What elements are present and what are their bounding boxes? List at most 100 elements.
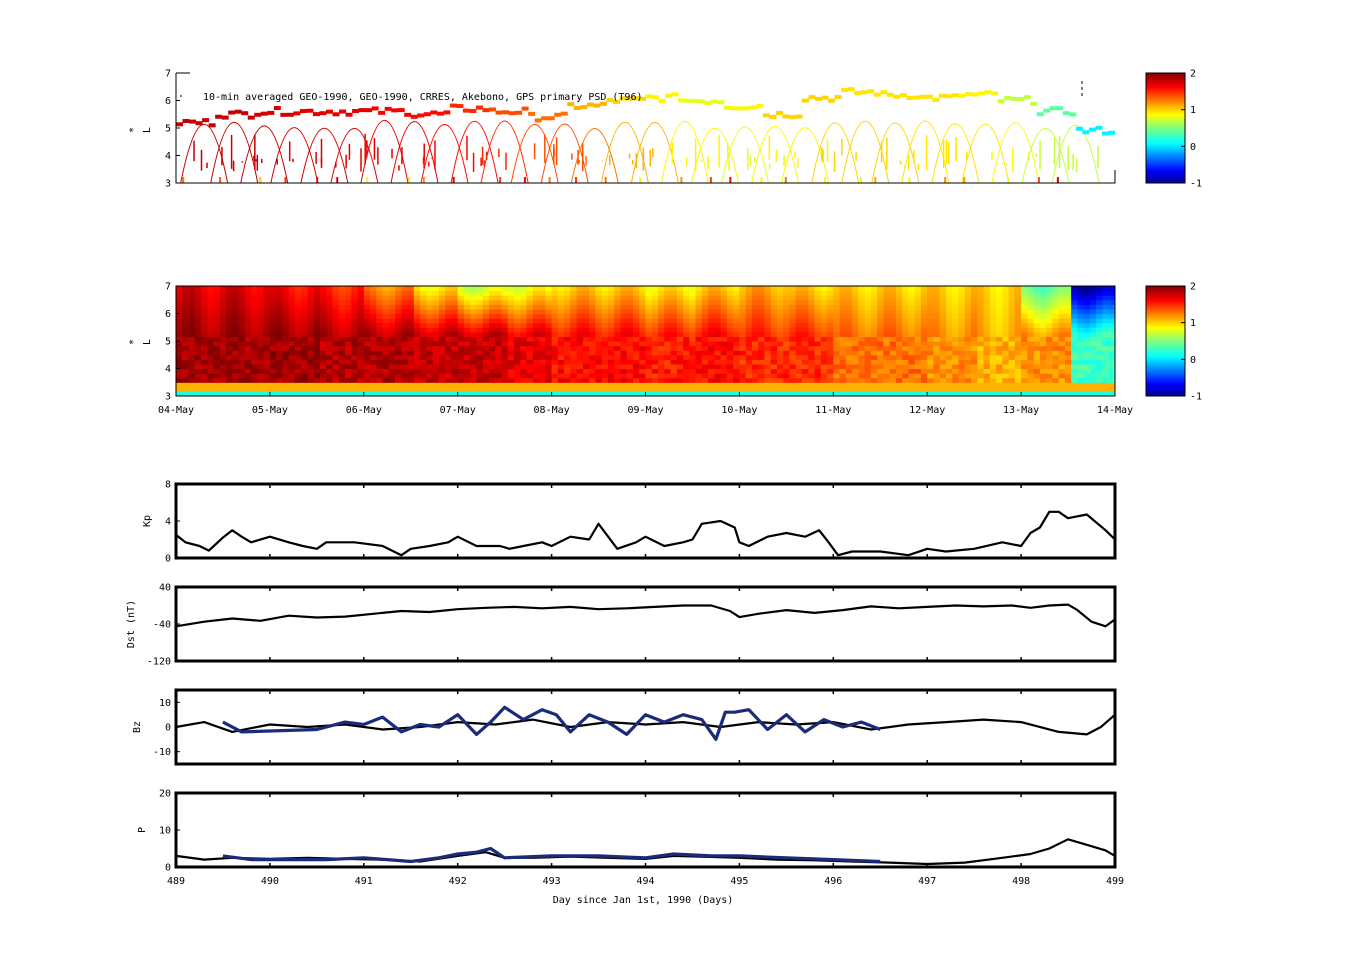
heatmap-cell bbox=[664, 331, 672, 338]
heatmap-cell bbox=[852, 304, 859, 310]
heatmap-cell bbox=[626, 377, 634, 383]
heatmap-cell bbox=[808, 331, 816, 338]
heatmap-cell bbox=[870, 382, 878, 388]
heatmap-cell bbox=[914, 359, 922, 365]
heatmap-cell bbox=[532, 377, 540, 383]
heatmap-cell bbox=[557, 382, 565, 388]
heatmap-cell bbox=[463, 327, 471, 333]
heatmap-cell bbox=[1014, 299, 1022, 305]
heatmap-cell bbox=[1064, 373, 1072, 379]
heatmap-cell bbox=[407, 295, 415, 301]
heatmap-cell bbox=[1021, 363, 1028, 370]
heatmap-cell bbox=[188, 363, 196, 370]
heatmap-cell bbox=[651, 308, 659, 315]
heatmap-cell bbox=[294, 350, 302, 356]
geo-track-segment bbox=[841, 87, 849, 92]
heatmap-cell bbox=[589, 368, 597, 374]
heatmap-cell bbox=[902, 373, 910, 379]
heatmap-cell bbox=[651, 363, 659, 370]
heatmap-cell bbox=[307, 341, 315, 347]
heatmap-cell bbox=[351, 373, 359, 379]
heatmap-cell bbox=[407, 286, 415, 292]
heatmap-cell bbox=[607, 377, 615, 383]
heatmap-cell bbox=[219, 322, 227, 328]
heatmap-cell bbox=[345, 391, 352, 396]
geo-track-segment bbox=[241, 111, 249, 116]
heatmap-cell bbox=[1096, 290, 1104, 296]
heatmap-cell bbox=[751, 341, 759, 347]
heatmap-cell bbox=[814, 299, 822, 305]
heatmap-cell bbox=[564, 382, 571, 388]
heatmap-cell bbox=[883, 359, 891, 365]
psd-sample-low bbox=[963, 177, 966, 183]
heatmap-cell bbox=[564, 327, 571, 333]
heatmap-cell bbox=[1008, 295, 1016, 301]
heatmap-cell bbox=[276, 382, 284, 388]
heatmap-cell bbox=[1071, 382, 1079, 388]
heatmap-cell bbox=[319, 386, 327, 393]
heatmap-cell bbox=[263, 354, 271, 360]
heatmap-cell bbox=[601, 382, 609, 388]
heatmap-cell bbox=[1052, 313, 1060, 319]
heatmap-cell bbox=[526, 336, 534, 342]
heatmap-cell bbox=[996, 313, 1003, 319]
heatmap-cell bbox=[313, 345, 321, 351]
heatmap-cell bbox=[689, 359, 697, 365]
heatmap-cell bbox=[964, 290, 972, 296]
heatmap-cell bbox=[614, 290, 622, 296]
heatmap-cell bbox=[1002, 327, 1010, 333]
heatmap-cell bbox=[833, 313, 841, 319]
heatmap-cell bbox=[539, 299, 546, 305]
heatmap-cell bbox=[319, 286, 327, 292]
heatmap-cell bbox=[1077, 299, 1085, 305]
heatmap-cell bbox=[996, 290, 1003, 296]
heatmap-cell bbox=[426, 308, 434, 315]
heatmap-cell bbox=[445, 290, 453, 296]
heatmap-cell bbox=[595, 327, 603, 333]
heatmap-cell bbox=[589, 373, 597, 379]
heatmap-cell bbox=[194, 368, 202, 374]
heatmap-cell bbox=[933, 286, 941, 292]
heatmap-cell bbox=[726, 382, 734, 388]
heatmap-cell bbox=[345, 331, 352, 338]
heatmap-cell bbox=[263, 345, 271, 351]
heatmap-cell bbox=[614, 336, 622, 342]
heatmap-cell bbox=[833, 295, 841, 301]
heatmap-cell bbox=[269, 336, 277, 342]
heatmap-cell bbox=[1071, 336, 1079, 342]
heatmap-cell bbox=[1046, 327, 1053, 333]
heatmap-cell bbox=[520, 386, 528, 393]
heatmap-cell bbox=[207, 363, 215, 370]
heatmap-cell bbox=[645, 391, 653, 396]
heatmap-cell bbox=[908, 318, 916, 324]
heatmap-cell bbox=[326, 345, 334, 351]
heatmap-cell bbox=[814, 313, 822, 319]
heatmap-cell bbox=[739, 359, 747, 365]
heatmap-cell bbox=[989, 290, 997, 296]
heatmap-cell bbox=[532, 373, 540, 379]
heatmap-cell bbox=[958, 331, 966, 338]
heatmap-cell bbox=[977, 377, 985, 383]
heatmap-cell bbox=[639, 308, 647, 315]
heatmap-cell bbox=[1058, 336, 1066, 342]
heatmap-cell bbox=[939, 391, 947, 396]
heatmap-cell bbox=[789, 304, 797, 310]
heatmap-cell bbox=[457, 290, 465, 296]
heatmap-cell bbox=[307, 345, 315, 351]
heatmap-cell bbox=[651, 350, 659, 356]
heatmap-cell bbox=[601, 295, 609, 301]
heatmap-cell bbox=[908, 322, 916, 328]
heatmap-cell bbox=[1052, 350, 1060, 356]
heatmap-cell bbox=[232, 318, 240, 324]
heatmap-cell bbox=[244, 308, 252, 315]
heatmap-cell bbox=[388, 318, 396, 324]
heatmap-cell bbox=[914, 299, 922, 305]
heatmap-cell bbox=[313, 299, 321, 305]
heatmap-cell bbox=[789, 341, 797, 347]
colorbar-tick-label: 2 bbox=[1190, 282, 1196, 293]
heatmap-cell bbox=[294, 377, 302, 383]
heatmap-cell bbox=[532, 318, 540, 324]
heatmap-cell bbox=[457, 322, 465, 328]
heatmap-cell bbox=[564, 336, 571, 342]
heatmap-cell bbox=[564, 331, 571, 338]
